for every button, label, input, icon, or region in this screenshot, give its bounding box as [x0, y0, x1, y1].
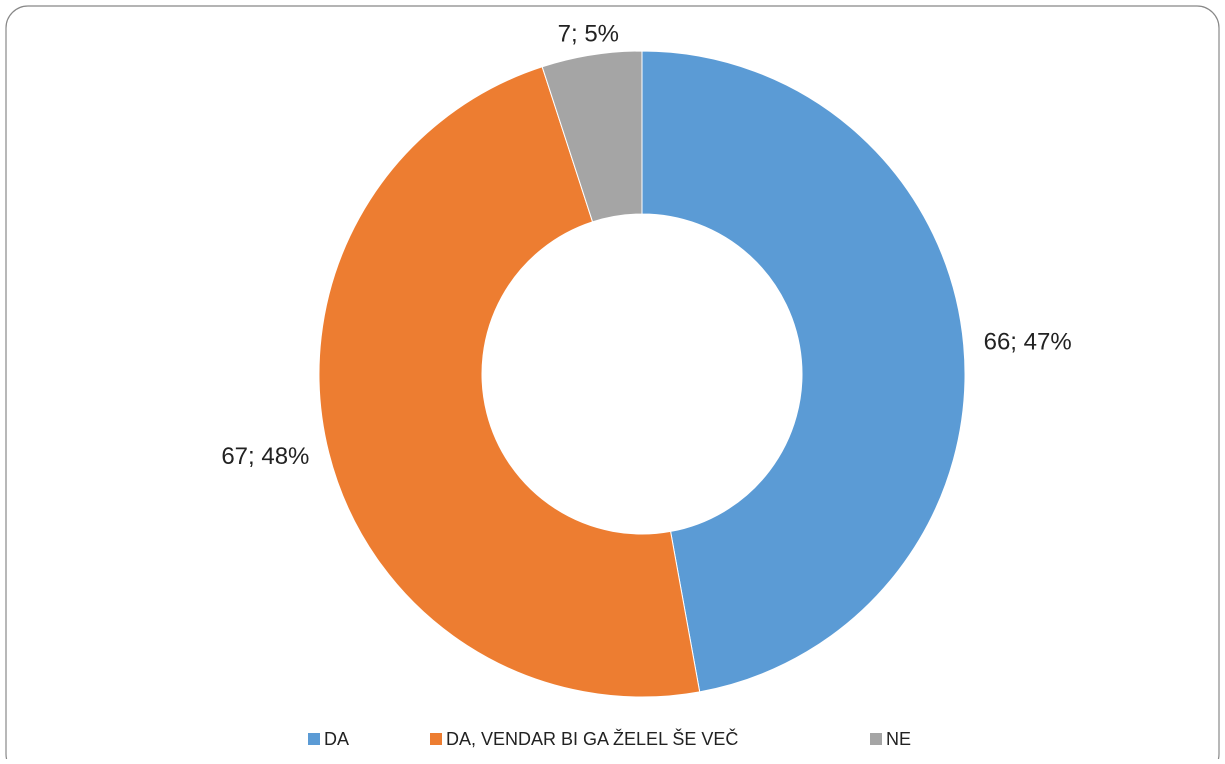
legend-label: NE	[886, 729, 911, 749]
legend-swatch	[870, 733, 882, 745]
legend-label: DA	[324, 729, 349, 749]
data-label: 66; 47%	[984, 329, 1072, 356]
donut-slice	[318, 66, 701, 698]
data-label: 7; 5%	[558, 21, 619, 48]
donut-slice	[641, 50, 966, 693]
donut-slice	[541, 50, 643, 223]
frame	[5, 5, 1220, 764]
data-label: 67; 48%	[221, 443, 309, 470]
legend-swatch	[308, 733, 320, 745]
legend-label: DA, VENDAR BI GA ŽELEL ŠE VEČ	[446, 728, 738, 749]
legend-swatch	[430, 733, 442, 745]
